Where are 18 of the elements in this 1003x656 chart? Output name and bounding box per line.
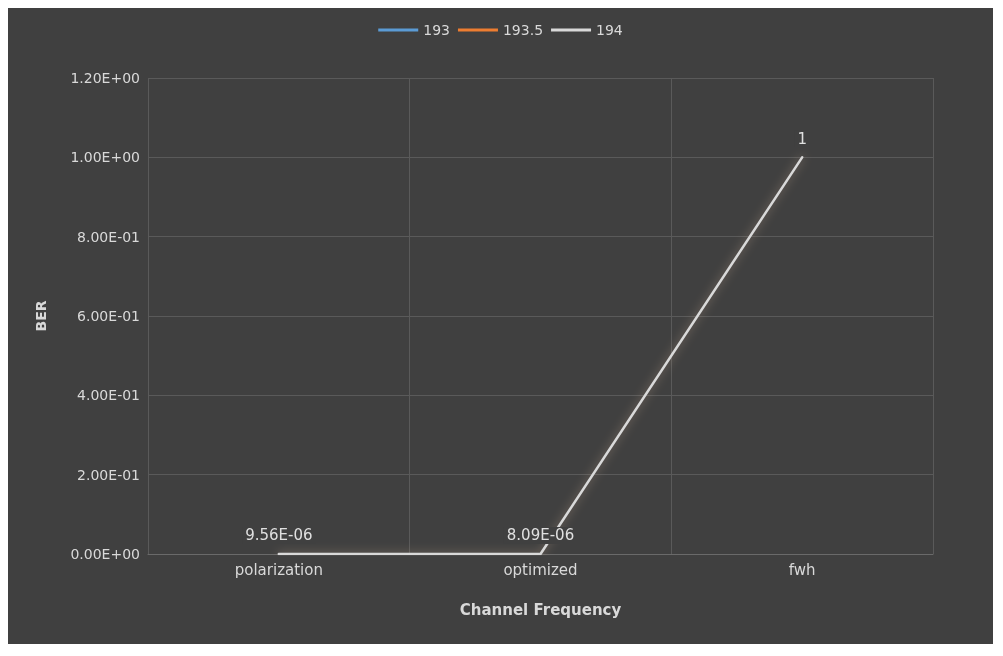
data-label: 1 [797, 129, 807, 148]
legend-label: 193 [423, 22, 450, 38]
x-tick-label: optimized [503, 560, 578, 579]
x-axis-title: Channel Frequency [459, 600, 622, 619]
y-axis-title: BER [33, 300, 49, 332]
y-tick-label: 4.00E-01 [77, 387, 140, 404]
data-label: 8.09E-06 [506, 526, 575, 545]
legend-label: 194 [596, 22, 623, 38]
legend-label: 193.5 [502, 22, 544, 38]
y-tick-label: 6.00E-01 [77, 308, 140, 324]
y-tick-label: 8.00E-01 [77, 228, 140, 245]
x-tick-label: fwh [788, 560, 816, 579]
y-tick-label: 2.00E-01 [77, 466, 140, 483]
y-tick-label: 0.00E+00 [70, 546, 140, 562]
data-label: 9.56E-06 [245, 526, 313, 545]
y-tick-label: 1.00E+00 [70, 149, 140, 166]
y-tick-label: 1.20E+00 [70, 70, 140, 86]
x-tick-label: polarization [234, 560, 323, 579]
